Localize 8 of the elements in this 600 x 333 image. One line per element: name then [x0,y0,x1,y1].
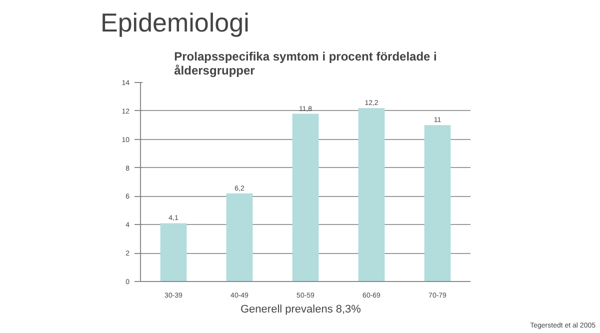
bar [226,193,253,282]
chart-subtitle: Prolapsspecifika symtom i procent fördelade i åldersgrupper [174,50,437,78]
bar [358,108,385,282]
chart-title: Epidemiologi [100,8,250,38]
bar [292,114,319,282]
bar [424,125,451,282]
text: Generell prevalens 8,3% [240,304,362,316]
bar [160,223,187,282]
